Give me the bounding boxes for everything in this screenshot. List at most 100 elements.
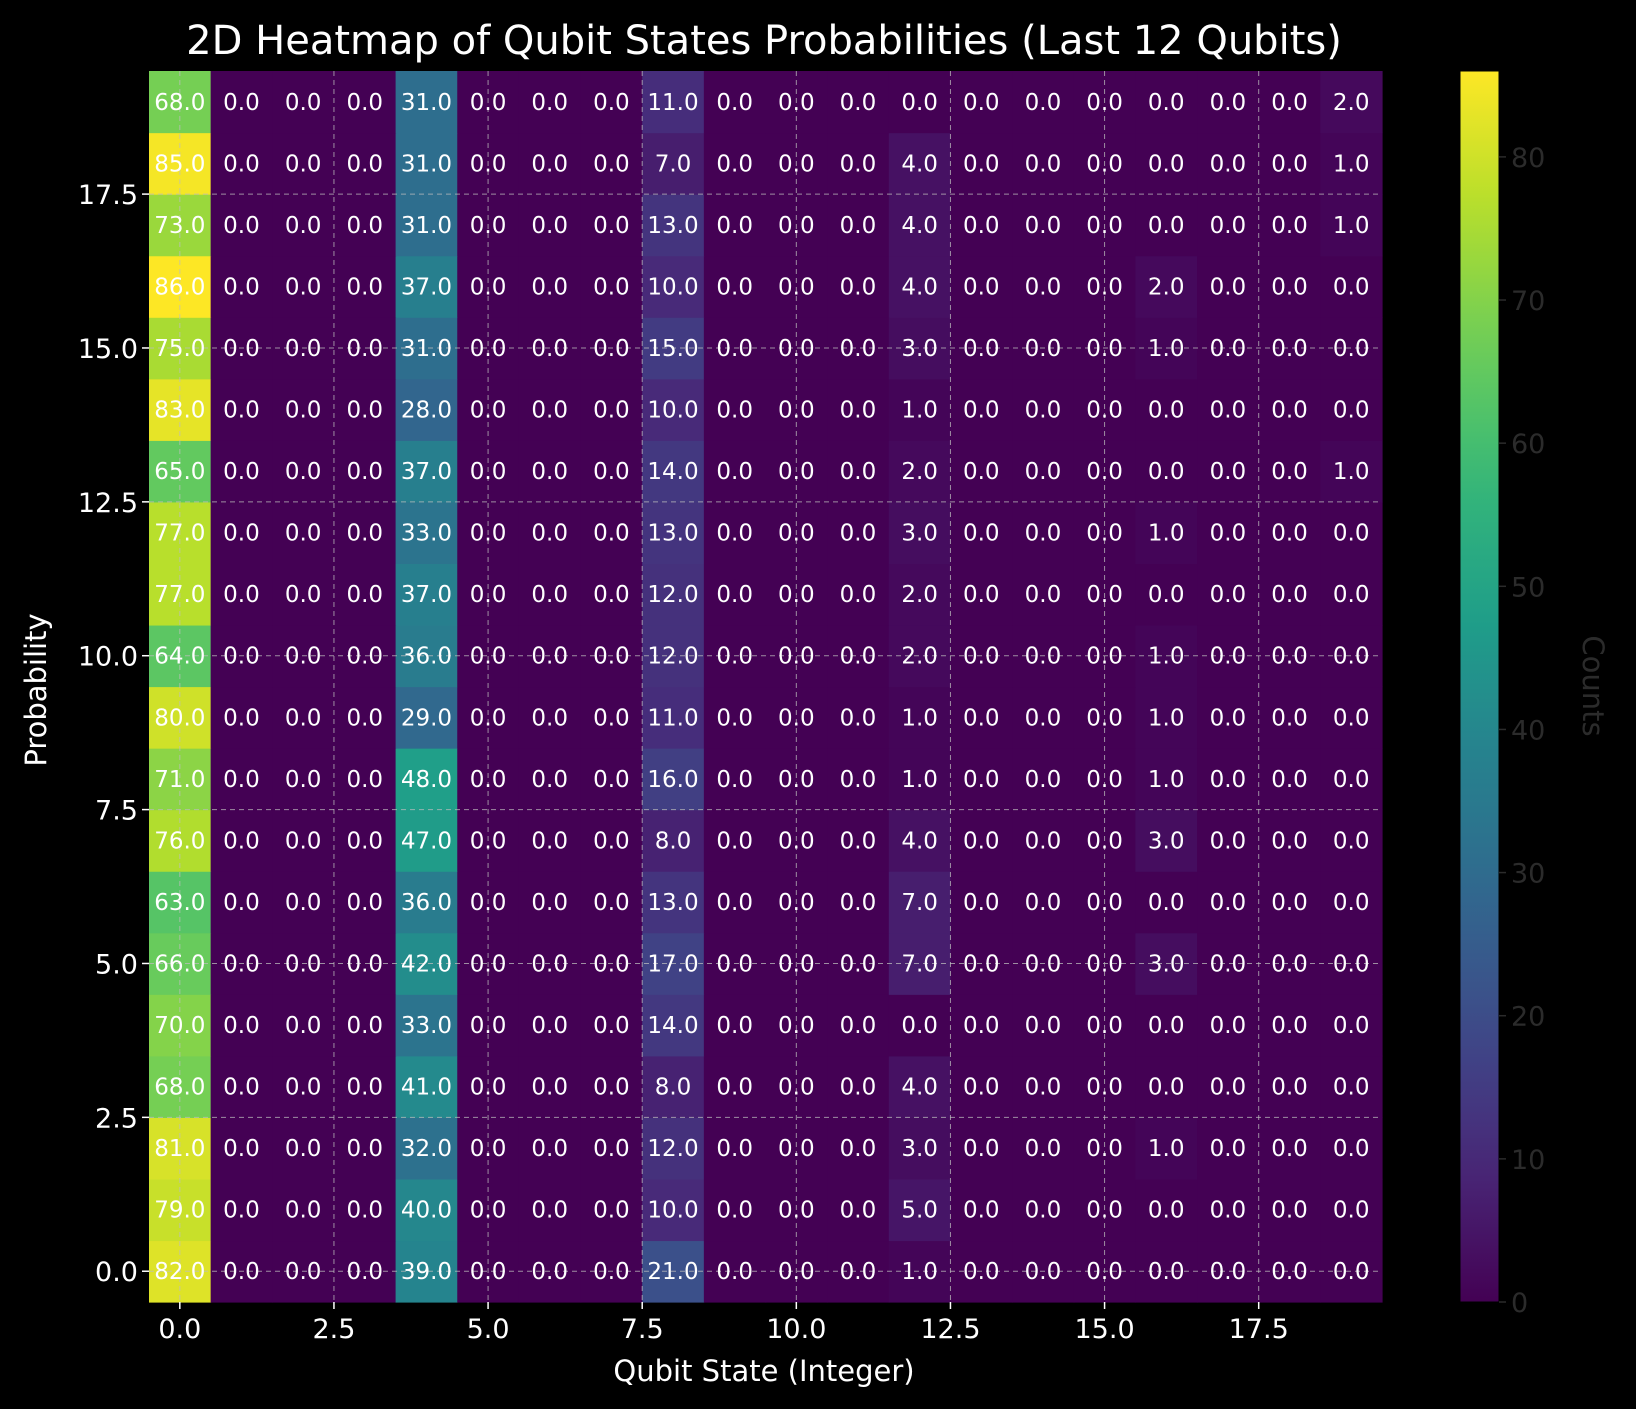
heatmap-cell [950,132,1013,195]
cell-value: 0.0 [223,582,260,608]
heatmap-cell [395,809,458,872]
cell-value: 0.0 [223,1013,260,1039]
cell-value: 0.0 [593,213,630,239]
heatmap-cell [518,440,582,503]
heatmap-cell [518,71,582,134]
cell-value: 0.0 [1025,1198,1062,1224]
heatmap-cell [272,1178,335,1242]
heatmap-cell [703,132,767,195]
heatmap-cell [827,871,890,934]
cell-value: 4.0 [901,828,938,854]
heatmap-cell [580,71,643,134]
heatmap-cell [395,1178,458,1242]
heatmap-cell [210,994,273,1057]
cell-value: 0.0 [778,213,815,239]
cell-value: 0.0 [531,951,568,977]
heatmap-cell [888,132,952,195]
cell-value: 0.0 [1086,274,1123,300]
cell-value: 0.0 [1210,398,1247,424]
cell-value: 0.0 [1333,1013,1370,1039]
cell-value: 0.0 [593,1013,630,1039]
heatmap-cell [827,71,890,134]
colorbar-tick-label: 60 [1511,429,1545,460]
cell-value: 15.0 [647,336,698,362]
heatmap-cell [272,809,335,872]
y-tick-label: 5.0 [95,949,138,980]
cell-value: 0.0 [1271,521,1308,547]
cell-value: 0.0 [346,705,383,731]
cell-value: 0.0 [1086,1136,1123,1162]
cell-value: 0.0 [1148,890,1185,916]
cell-value: 0.0 [470,1198,507,1224]
cell-value: 0.0 [285,1013,322,1039]
cell-value: 0.0 [778,890,815,916]
cell-value: 0.0 [778,521,815,547]
cell-value: 0.0 [1333,1075,1370,1101]
heatmap-cell [580,1055,643,1118]
cell-value: 1.0 [1333,213,1370,239]
heatmap-cell [333,194,397,257]
cell-value: 0.0 [285,1259,322,1285]
heatmap-cell [210,501,273,564]
cell-value: 0.0 [1271,398,1308,424]
cell-value: 0.0 [593,336,630,362]
cell-value: 0.0 [778,336,815,362]
cell-value: 83.0 [154,398,205,424]
heatmap-cell [1012,1117,1075,1180]
heatmap-cell [210,809,273,872]
cell-value: 66.0 [154,951,205,977]
heatmap-cell [333,686,397,749]
cell-value: 0.0 [1333,582,1370,608]
heatmap-cell [1320,1117,1383,1180]
heatmap-cell [827,501,890,564]
cell-value: 0.0 [285,890,322,916]
cell-value: 0.0 [285,582,322,608]
cell-value: 0.0 [963,1075,1000,1101]
cell-value: 0.0 [1025,644,1062,670]
cell-value: 0.0 [470,398,507,424]
cell-value: 0.0 [716,151,753,177]
heatmap-cell [642,748,705,811]
cell-value: 1.0 [901,398,938,424]
cell-value: 0.0 [1025,274,1062,300]
cell-value: 0.0 [285,767,322,793]
heatmap-cell [1258,748,1321,811]
cell-value: 0.0 [1025,890,1062,916]
cell-value: 36.0 [401,644,452,670]
cell-value: 0.0 [1025,1075,1062,1101]
cell-value: 0.0 [1086,1259,1123,1285]
cell-value: 71.0 [154,767,205,793]
heatmap-cell [1197,440,1260,503]
colorbar-ticks: 0 10 20 30 40 50 60 70 80 [1499,143,1545,1319]
cell-value: 0.0 [778,1013,815,1039]
cell-value: 3.0 [901,1136,938,1162]
cell-value: 0.0 [346,767,383,793]
cell-value: 41.0 [401,1075,452,1101]
cell-value: 0.0 [1210,151,1247,177]
heatmap-cell [827,563,890,626]
heatmap-cell [950,255,1013,318]
heatmap-cell [827,1178,890,1242]
heatmap-cell [210,440,273,503]
cell-value: 0.0 [1086,1013,1123,1039]
cell-value: 0.0 [716,582,753,608]
heatmap-cell [888,194,952,257]
cell-value: 0.0 [1086,398,1123,424]
cell-value: 0.0 [531,398,568,424]
heatmap-cell [827,194,890,257]
cell-value: 14.0 [647,1013,698,1039]
cell-value: 0.0 [470,951,507,977]
cell-value: 0.0 [346,951,383,977]
cell-value: 0.0 [1271,644,1308,670]
heatmap-cell [1012,378,1075,441]
heatmap-cell [1135,1117,1198,1180]
heatmap-cell [210,1055,273,1118]
heatmap-cell [1135,809,1198,872]
cell-value: 86.0 [154,274,205,300]
heatmap-cell [827,378,890,441]
colorbar-tick-label: 40 [1511,715,1545,746]
heatmap-cell [210,255,273,318]
cell-value: 0.0 [1025,767,1062,793]
heatmap-cell [1012,440,1075,503]
cell-value: 0.0 [470,213,507,239]
